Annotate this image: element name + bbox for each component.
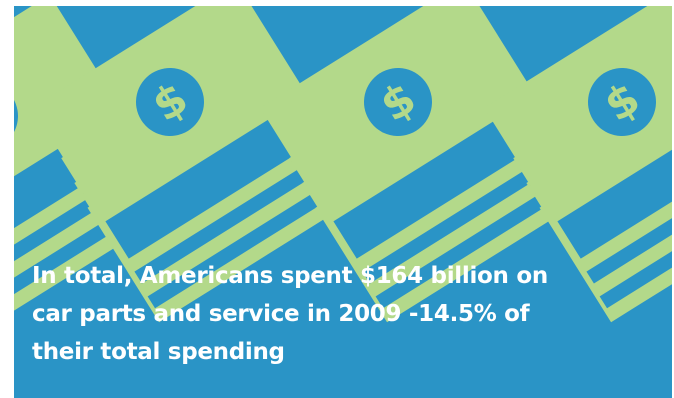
infographic-caption: In total, Americans spent $164 billion o…	[32, 263, 548, 365]
infographic-panel: $ In total, Americans spent $164 billion…	[14, 6, 672, 398]
